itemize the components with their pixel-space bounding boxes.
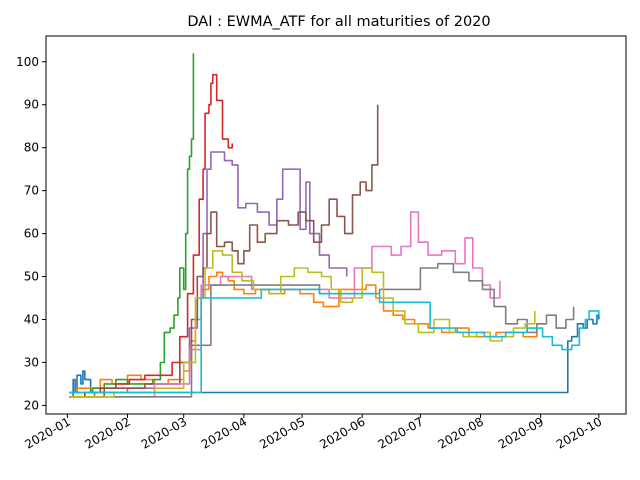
y-tick-label: 20 [24,398,39,412]
series-line-3 [69,53,195,394]
x-axis: 2020-01 2020-02 2020-03 2020-04 2020-05 2020-… [22,414,604,452]
y-tick-label: 100 [16,55,39,69]
plot-lines [69,53,600,398]
y-axis: 20 30 40 50 60 70 80 90 100 [16,55,46,412]
x-tick-label: 2020-08 [436,414,486,451]
series-line-5 [69,151,348,398]
x-tick-label: 2020-06 [317,414,367,451]
y-tick-label: 80 [24,141,39,155]
y-tick-label: 90 [24,98,39,112]
series-line-10 [69,288,600,394]
y-tick-label: 40 [24,313,39,327]
series-line-8 [69,262,575,398]
x-tick-label: 2020-09 [496,414,546,451]
x-tick-label: 2020-10 [554,414,604,451]
series-line-7 [69,211,501,398]
x-tick-label: 2020-07 [375,414,425,451]
y-tick-label: 30 [24,355,39,369]
x-tick-label: 2020-02 [83,414,133,451]
series-line-6 [69,104,379,398]
x-tick-label: 2020-04 [199,414,249,451]
x-tick-label: 2020-01 [22,414,72,451]
y-tick-label: 70 [24,184,39,198]
series-line-9 [69,250,536,398]
series-line-4 [69,73,233,398]
y-tick-label: 60 [24,227,39,241]
y-tick-label: 50 [24,270,39,284]
plot-frame [45,35,627,415]
x-tick-label: 2020-05 [257,414,307,451]
x-tick-label: 2020-03 [139,414,189,451]
chart-title: DAI : EWMA_ATF for all maturities of 202… [187,14,490,30]
